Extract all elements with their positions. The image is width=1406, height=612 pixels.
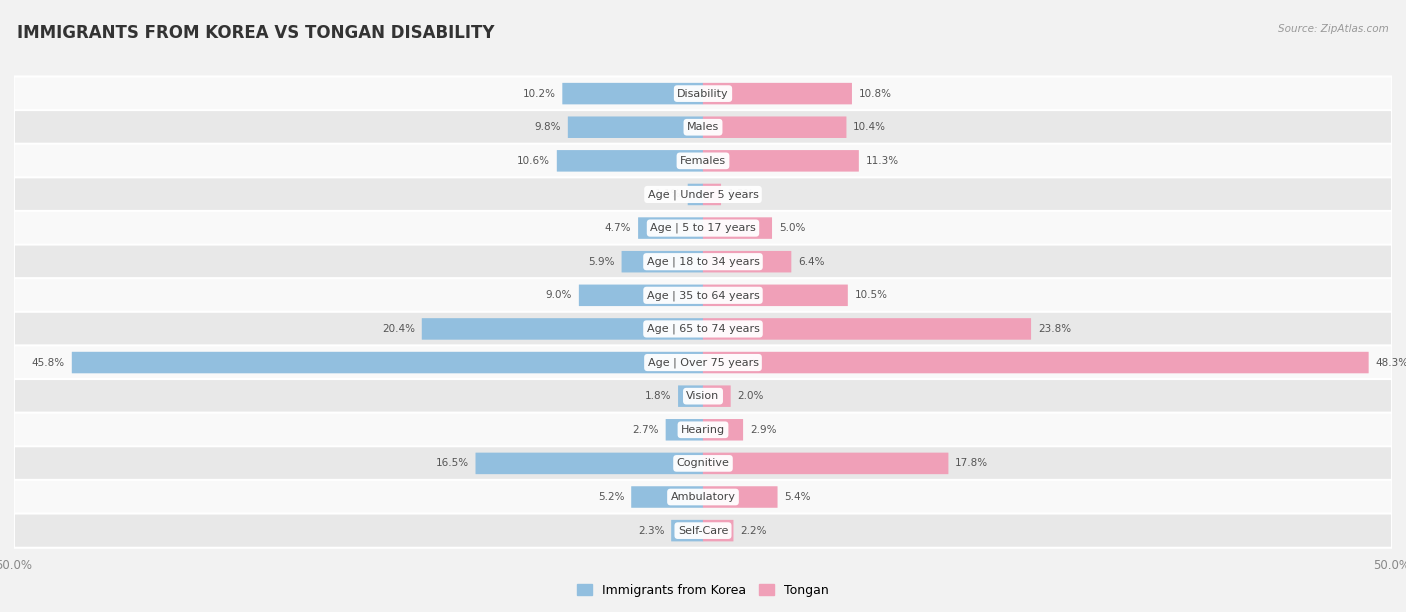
Text: Age | Over 75 years: Age | Over 75 years bbox=[648, 357, 758, 368]
Text: 4.7%: 4.7% bbox=[605, 223, 631, 233]
Text: Source: ZipAtlas.com: Source: ZipAtlas.com bbox=[1278, 24, 1389, 34]
FancyBboxPatch shape bbox=[72, 352, 703, 373]
Text: 6.4%: 6.4% bbox=[799, 256, 824, 267]
Text: IMMIGRANTS FROM KOREA VS TONGAN DISABILITY: IMMIGRANTS FROM KOREA VS TONGAN DISABILI… bbox=[17, 24, 495, 42]
Text: 10.6%: 10.6% bbox=[517, 156, 550, 166]
Text: 2.7%: 2.7% bbox=[633, 425, 659, 435]
Text: 45.8%: 45.8% bbox=[32, 357, 65, 368]
FancyBboxPatch shape bbox=[703, 386, 731, 407]
Text: 5.2%: 5.2% bbox=[598, 492, 624, 502]
Text: Vision: Vision bbox=[686, 391, 720, 401]
Text: Hearing: Hearing bbox=[681, 425, 725, 435]
Text: 5.0%: 5.0% bbox=[779, 223, 806, 233]
FancyBboxPatch shape bbox=[703, 150, 859, 171]
Text: Disability: Disability bbox=[678, 89, 728, 99]
Text: 48.3%: 48.3% bbox=[1375, 357, 1406, 368]
Legend: Immigrants from Korea, Tongan: Immigrants from Korea, Tongan bbox=[572, 579, 834, 602]
Text: 2.2%: 2.2% bbox=[740, 526, 766, 536]
Text: Age | 35 to 64 years: Age | 35 to 64 years bbox=[647, 290, 759, 300]
Text: Ambulatory: Ambulatory bbox=[671, 492, 735, 502]
Text: 10.8%: 10.8% bbox=[859, 89, 891, 99]
Text: 5.9%: 5.9% bbox=[588, 256, 614, 267]
FancyBboxPatch shape bbox=[678, 386, 703, 407]
FancyBboxPatch shape bbox=[671, 520, 703, 542]
Text: 16.5%: 16.5% bbox=[436, 458, 468, 468]
FancyBboxPatch shape bbox=[14, 177, 1392, 212]
FancyBboxPatch shape bbox=[631, 487, 703, 508]
FancyBboxPatch shape bbox=[703, 520, 734, 542]
Text: 23.8%: 23.8% bbox=[1038, 324, 1071, 334]
Text: Age | 5 to 17 years: Age | 5 to 17 years bbox=[650, 223, 756, 233]
FancyBboxPatch shape bbox=[562, 83, 703, 105]
FancyBboxPatch shape bbox=[688, 184, 703, 205]
FancyBboxPatch shape bbox=[557, 150, 703, 171]
Text: 1.8%: 1.8% bbox=[645, 391, 671, 401]
FancyBboxPatch shape bbox=[703, 116, 846, 138]
Text: Age | 65 to 74 years: Age | 65 to 74 years bbox=[647, 324, 759, 334]
FancyBboxPatch shape bbox=[14, 76, 1392, 111]
Text: 2.0%: 2.0% bbox=[738, 391, 763, 401]
Text: 10.5%: 10.5% bbox=[855, 290, 887, 300]
FancyBboxPatch shape bbox=[703, 83, 852, 105]
Text: Self-Care: Self-Care bbox=[678, 526, 728, 536]
Text: 11.3%: 11.3% bbox=[866, 156, 898, 166]
FancyBboxPatch shape bbox=[703, 487, 778, 508]
FancyBboxPatch shape bbox=[703, 419, 744, 441]
Text: 9.0%: 9.0% bbox=[546, 290, 572, 300]
FancyBboxPatch shape bbox=[638, 217, 703, 239]
FancyBboxPatch shape bbox=[14, 144, 1392, 178]
FancyBboxPatch shape bbox=[621, 251, 703, 272]
Text: 2.9%: 2.9% bbox=[749, 425, 776, 435]
FancyBboxPatch shape bbox=[703, 217, 772, 239]
Text: Cognitive: Cognitive bbox=[676, 458, 730, 468]
FancyBboxPatch shape bbox=[14, 446, 1392, 480]
FancyBboxPatch shape bbox=[14, 513, 1392, 548]
FancyBboxPatch shape bbox=[14, 211, 1392, 245]
FancyBboxPatch shape bbox=[475, 453, 703, 474]
FancyBboxPatch shape bbox=[14, 110, 1392, 144]
FancyBboxPatch shape bbox=[14, 412, 1392, 447]
Text: 17.8%: 17.8% bbox=[955, 458, 988, 468]
FancyBboxPatch shape bbox=[579, 285, 703, 306]
Text: Females: Females bbox=[681, 156, 725, 166]
Text: 1.1%: 1.1% bbox=[654, 190, 681, 200]
Text: 10.4%: 10.4% bbox=[853, 122, 886, 132]
FancyBboxPatch shape bbox=[14, 245, 1392, 279]
FancyBboxPatch shape bbox=[14, 278, 1392, 313]
FancyBboxPatch shape bbox=[14, 312, 1392, 346]
Text: 5.4%: 5.4% bbox=[785, 492, 811, 502]
FancyBboxPatch shape bbox=[568, 116, 703, 138]
Text: Age | 18 to 34 years: Age | 18 to 34 years bbox=[647, 256, 759, 267]
Text: Age | Under 5 years: Age | Under 5 years bbox=[648, 189, 758, 200]
Text: 2.3%: 2.3% bbox=[638, 526, 665, 536]
FancyBboxPatch shape bbox=[703, 453, 949, 474]
FancyBboxPatch shape bbox=[703, 285, 848, 306]
Text: 9.8%: 9.8% bbox=[534, 122, 561, 132]
FancyBboxPatch shape bbox=[703, 352, 1368, 373]
FancyBboxPatch shape bbox=[665, 419, 703, 441]
FancyBboxPatch shape bbox=[422, 318, 703, 340]
FancyBboxPatch shape bbox=[703, 251, 792, 272]
FancyBboxPatch shape bbox=[703, 318, 1031, 340]
FancyBboxPatch shape bbox=[14, 480, 1392, 514]
Text: 10.2%: 10.2% bbox=[523, 89, 555, 99]
FancyBboxPatch shape bbox=[14, 345, 1392, 379]
Text: Males: Males bbox=[688, 122, 718, 132]
Text: 1.3%: 1.3% bbox=[728, 190, 754, 200]
FancyBboxPatch shape bbox=[703, 184, 721, 205]
Text: 20.4%: 20.4% bbox=[382, 324, 415, 334]
FancyBboxPatch shape bbox=[14, 379, 1392, 413]
